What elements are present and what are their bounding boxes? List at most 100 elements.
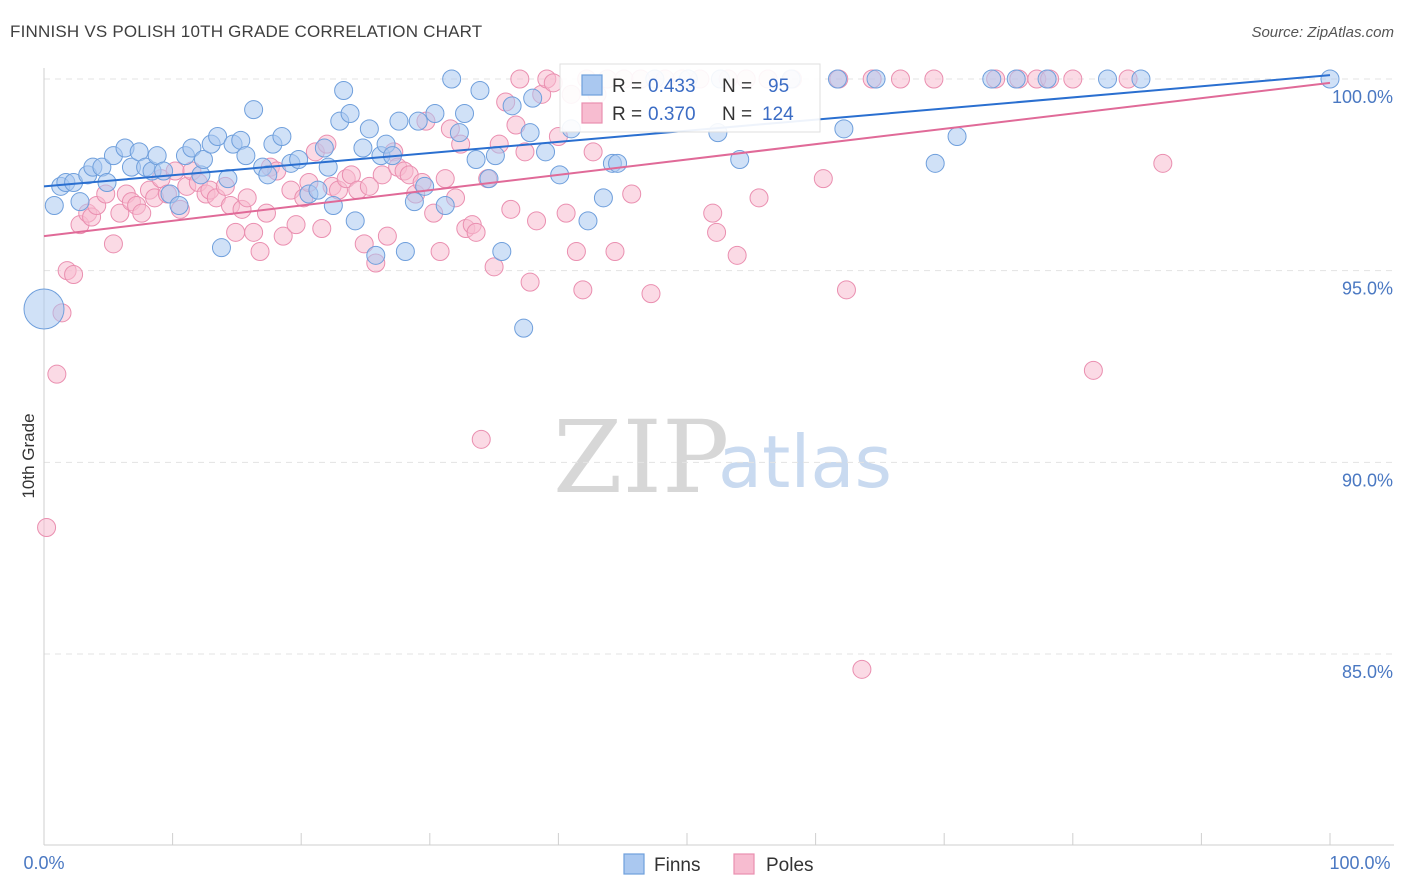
point-poles-74 [484,257,504,277]
point-poles-106 [727,245,747,265]
point-poles-89 [566,242,586,261]
source-label: Source: ZipAtlas.com [1251,24,1394,41]
point-poles-40 [286,215,306,235]
legend-poles-r-value: 0.370 [648,104,696,125]
point-finns-66 [492,242,512,261]
point-finns-94 [1320,69,1340,89]
point-finns-55 [408,111,428,131]
legend-poles-r-label: R = [612,104,642,125]
point-finns-85 [834,119,854,139]
point-poles-1 [47,364,67,384]
trend-line-poles [43,81,1331,238]
watermark-zip: ZIP [553,399,729,516]
point-poles-113 [836,280,856,300]
bottom-legend-swatch-finns [623,853,645,875]
legend-finns-r-label: R = [612,76,642,97]
point-poles-30 [226,222,246,242]
legend-finns-n-value: 95 [768,76,789,97]
stats-legend: R = 0.433 N = 95 R = 0.370 N = 124 [559,63,821,133]
point-poles-122 [1063,69,1083,89]
point-poles-77 [501,199,521,219]
point-finns-47 [359,119,379,139]
point-poles-117 [924,69,944,89]
point-finns-62 [466,150,486,169]
point-finns-46 [353,138,373,158]
point-finns-26 [218,169,238,189]
point-finns-93 [1131,69,1151,89]
point-finns-82 [730,150,750,169]
point-finns-large [23,288,65,330]
point-finns-64 [479,169,499,189]
point-finns-90 [1006,69,1026,89]
point-finns-75 [593,188,613,208]
point-finns-45 [345,211,365,231]
point-finns-63 [470,81,490,100]
point-poles-71 [466,222,486,242]
point-finns-48 [366,245,386,265]
point-poles-95 [605,242,625,261]
point-finns-65 [485,146,505,166]
point-poles-32 [237,188,257,208]
grid-lines [44,78,1394,655]
point-finns-74 [578,211,598,231]
series-finns-points [23,69,1340,338]
point-finns-87 [925,153,945,173]
point-poles-82 [527,211,547,231]
point-finns-18 [169,196,189,215]
point-poles-123 [1083,360,1103,380]
point-poles-125 [1153,153,1173,173]
point-poles-114 [852,659,872,679]
point-finns-67 [502,96,522,116]
point-poles-52 [359,176,379,196]
legend-swatch-poles [581,102,603,124]
y-tick-label-85: 85.0% [1342,662,1393,682]
point-poles-80 [515,142,535,162]
point-finns-41 [323,196,343,215]
point-poles-10 [103,234,123,254]
point-finns-84 [827,69,847,89]
point-finns-88 [947,127,967,146]
point-poles-97 [622,184,642,204]
point-poles-108 [749,188,769,208]
point-finns-53 [395,242,415,261]
point-poles-87 [556,203,576,223]
point-finns-86 [866,69,886,89]
point-poles-33 [244,222,264,242]
point-finns-38 [308,180,328,200]
point-finns-0 [44,196,64,215]
point-poles-15 [132,203,152,223]
y-tick-labels: 100.0% 95.0% 90.0% 85.0% [1332,87,1393,682]
series-legend: Finns Poles [623,853,814,876]
point-finns-8 [97,173,117,192]
y-axis-label: 10th Grade [19,413,38,498]
point-finns-22 [193,150,213,169]
x-tick-marks [43,833,1331,845]
point-finns-25 [211,238,231,258]
point-finns-59 [442,69,462,89]
point-finns-4 [70,192,90,212]
point-poles-4 [64,265,84,284]
x-tick-label-0: 0.0% [23,853,64,873]
point-poles-51 [354,234,374,254]
point-finns-54 [404,192,424,212]
point-finns-61 [455,104,475,123]
point-poles-0 [37,518,57,537]
legend-poles-n-label: N = [722,104,752,125]
point-finns-57 [425,104,445,123]
point-finns-52 [389,111,409,131]
point-poles-81 [520,272,540,292]
bottom-legend-finns: Finns [654,855,700,876]
chart-title: FINNISH VS POLISH 10TH GRADE CORRELATION… [10,22,483,41]
point-poles-44 [312,219,332,238]
point-finns-29 [236,146,256,166]
point-poles-92 [583,142,603,162]
point-finns-30 [244,100,264,120]
point-finns-91 [1037,69,1057,89]
point-poles-90 [573,280,593,300]
bottom-legend-swatch-poles [733,853,755,875]
point-poles-72 [471,429,491,449]
point-poles-104 [707,222,727,242]
point-finns-24 [208,127,228,146]
legend-finns-n-label: N = [722,76,752,97]
legend-finns-r-value: 0.433 [648,76,696,97]
